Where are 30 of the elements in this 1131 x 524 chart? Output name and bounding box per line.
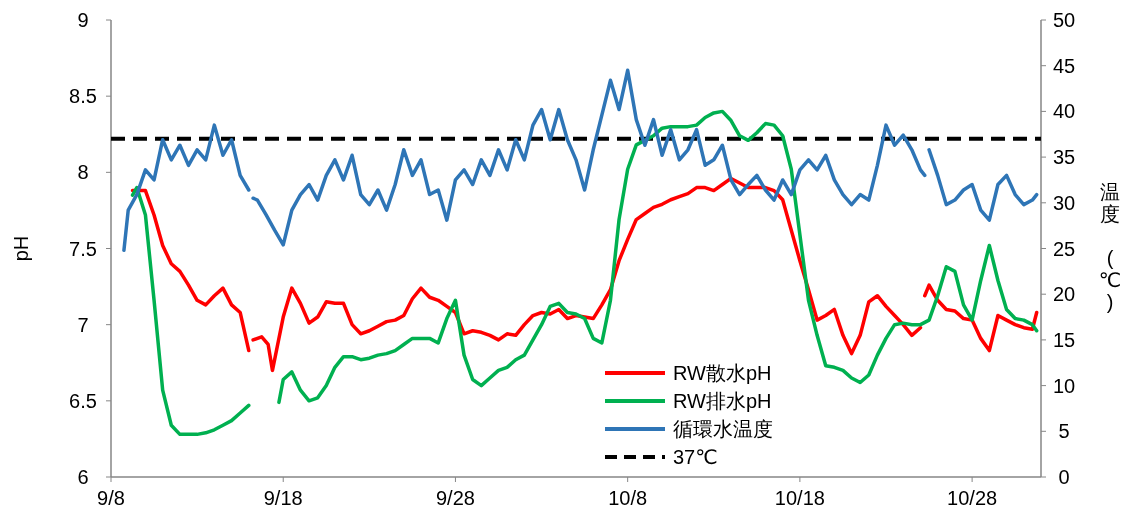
y2-tick-label: 40	[1052, 100, 1076, 123]
y-tick-label: 7	[77, 313, 89, 336]
y2-tick-label: 15	[1052, 328, 1076, 351]
y2-tick-label: 10	[1052, 374, 1076, 397]
y2-tick-label: 50	[1052, 9, 1076, 31]
legend-label: RW排水pH	[673, 390, 772, 412]
y2-tick-label: 20	[1052, 283, 1076, 306]
y2-tick-label: 0	[1058, 466, 1070, 488]
y-tick-label: 6	[77, 466, 89, 488]
y-tick-label: 8.5	[69, 85, 97, 108]
x-tick-label: 10/28	[947, 487, 998, 509]
x-tick-label: 9/8	[97, 487, 125, 509]
y-tick-label: 8	[77, 161, 89, 184]
legend-label: 循環水温度	[673, 418, 773, 440]
legend-label: 37℃	[673, 446, 718, 468]
y2-tick-label: 25	[1052, 237, 1076, 260]
y2-tick-label: 35	[1052, 146, 1076, 169]
legend-label: RW散水pH	[673, 362, 772, 384]
y-tick-label: 9	[77, 9, 89, 31]
x-tick-label: 9/28	[435, 487, 475, 509]
y-tick-label: 7.5	[69, 237, 97, 260]
y2-axis-title: 温度 (℃)	[1098, 180, 1122, 313]
x-tick-label: 10/18	[774, 487, 825, 509]
y2-tick-label: 30	[1052, 191, 1076, 214]
y-tick-label: 6.5	[69, 389, 97, 412]
y2-tick-label: 5	[1058, 420, 1070, 443]
y2-tick-label: 45	[1052, 54, 1076, 77]
x-tick-label: 9/18	[263, 487, 303, 509]
x-tick-label: 10/8	[608, 487, 648, 509]
y-axis-title: pH	[10, 235, 32, 262]
